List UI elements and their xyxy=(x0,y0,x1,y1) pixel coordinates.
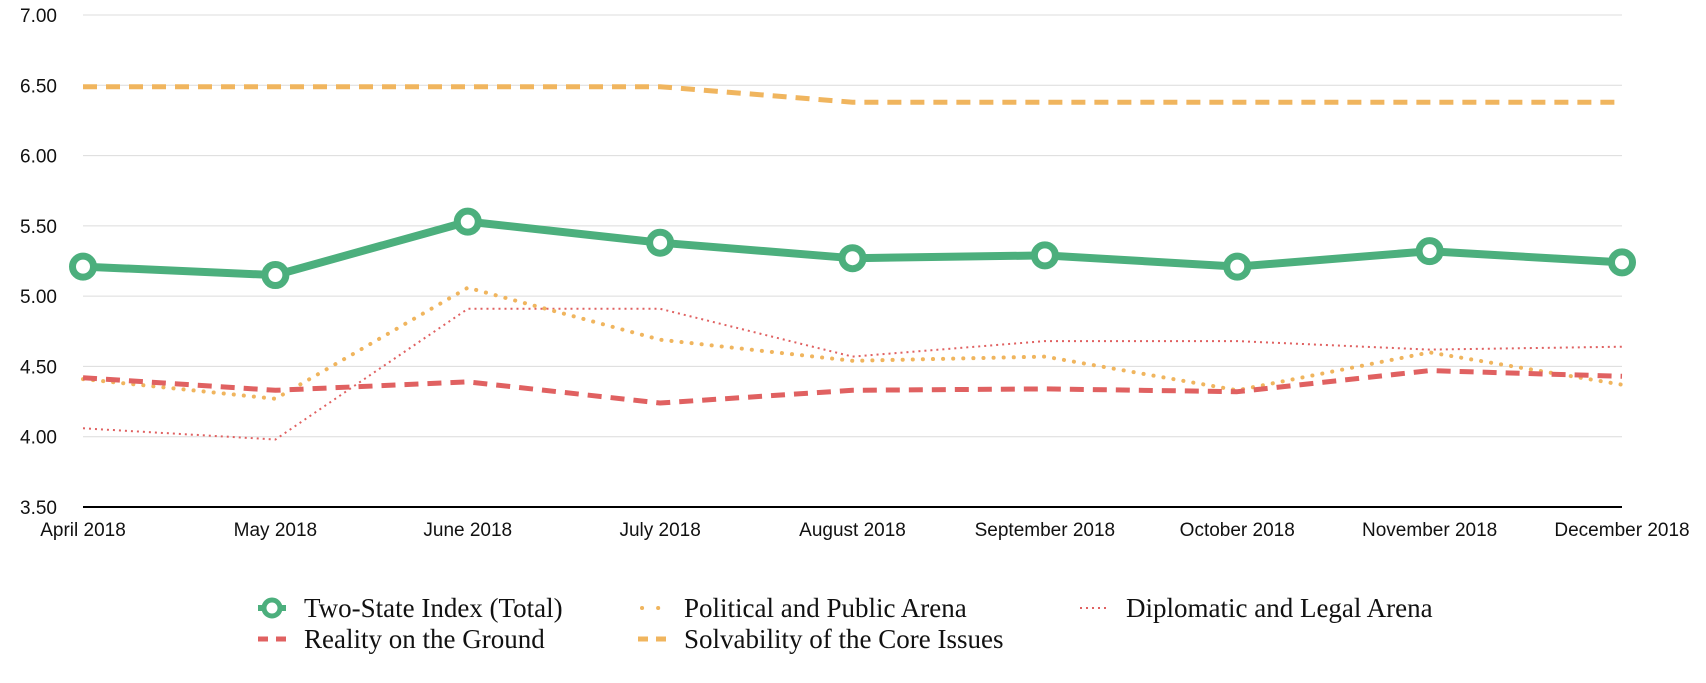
x-tick-label: July 2018 xyxy=(619,520,700,541)
x-tick-label: October 2018 xyxy=(1180,520,1295,541)
data-point-two-state-index-total xyxy=(1030,241,1059,270)
y-tick-label: 6.50 xyxy=(20,76,57,97)
y-tick-label: 5.00 xyxy=(20,287,57,308)
y-tick-label: 6.00 xyxy=(20,147,57,168)
series-line-solvability-of-the-core-issues xyxy=(83,84,1622,105)
series-line-reality-on-the-ground xyxy=(82,368,1623,406)
legend-item-two-state-index-total: Two-State Index (Total) xyxy=(258,593,563,623)
legend-label: Diplomatic and Legal Arena xyxy=(1126,593,1433,623)
legend-label: Reality on the Ground xyxy=(304,624,545,654)
data-point-two-state-index-total xyxy=(453,207,482,236)
legend: Two-State Index (Total) Political and Pub… xyxy=(258,593,1433,654)
data-point-two-state-index-total xyxy=(1223,252,1252,281)
legend-item-solvability-of-the-core-issues: Solvability of the Core Issues xyxy=(638,624,1003,654)
y-tick-label: 4.00 xyxy=(20,428,57,449)
data-point-two-state-index-total xyxy=(69,252,97,281)
x-tick-label: April 2018 xyxy=(40,520,126,541)
data-point-two-state-index-total xyxy=(1608,248,1636,277)
x-tick-label: May 2018 xyxy=(234,520,317,541)
series-line-political-and-public-arena xyxy=(81,285,1624,401)
x-tick-label: September 2018 xyxy=(975,520,1116,541)
data-point-two-state-index-total xyxy=(1415,237,1444,266)
y-tick-label: 7.00 xyxy=(20,6,57,27)
data-point-two-state-index-total xyxy=(838,244,867,273)
series-line-diplomatic-and-legal-arena xyxy=(82,307,1623,441)
x-tick-label: December 2018 xyxy=(1554,520,1689,541)
legend-marker xyxy=(261,597,283,619)
legend-label: Political and Public Arena xyxy=(684,593,967,623)
x-tick-label: June 2018 xyxy=(423,520,512,541)
series-markers xyxy=(69,207,1636,290)
legend-label: Two-State Index (Total) xyxy=(304,593,563,623)
y-tick-label: 4.50 xyxy=(20,357,57,378)
legend-item-political-and-public-arena: Political and Public Arena xyxy=(640,593,967,623)
legend-item-reality-on-the-ground: Reality on the Ground xyxy=(258,624,545,654)
data-point-two-state-index-total xyxy=(261,261,290,290)
data-point-two-state-index-total xyxy=(646,228,675,257)
y-tick-label: 3.50 xyxy=(20,498,57,519)
y-tick-label: 5.50 xyxy=(20,217,57,238)
legend-label: Solvability of the Core Issues xyxy=(684,624,1003,654)
x-tick-label: August 2018 xyxy=(799,520,906,541)
x-tick-label: November 2018 xyxy=(1362,520,1497,541)
legend-item-diplomatic-and-legal-arena: Diplomatic and Legal Arena xyxy=(1080,593,1433,623)
